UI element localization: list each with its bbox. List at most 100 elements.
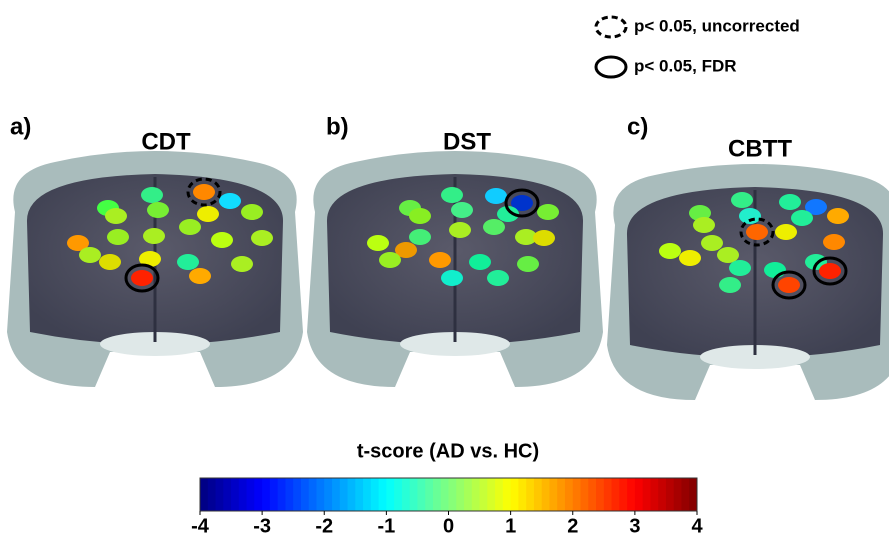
colorbar-cell	[604, 478, 612, 511]
colorbar-cell	[441, 478, 449, 511]
colorbar-cell	[619, 478, 627, 511]
channel	[487, 270, 509, 286]
channel	[197, 206, 219, 222]
colorbar-cell	[208, 478, 216, 511]
colorbar-cell	[666, 478, 674, 511]
colorbar-cell	[402, 478, 410, 511]
colorbar-cell	[340, 478, 348, 511]
colorbar-title: t-score (AD vs. HC)	[357, 440, 539, 462]
figure: p< 0.05, uncorrected p< 0.05, FDR a) CDT…	[0, 0, 889, 541]
tick-label: -3	[253, 515, 271, 537]
panel-label: c)	[627, 113, 648, 140]
panel-title: CDT	[141, 128, 191, 155]
colorbar-cell	[557, 478, 565, 511]
channel	[719, 277, 741, 293]
channel	[764, 262, 786, 278]
channel	[189, 268, 211, 284]
colorbar-cell	[278, 478, 286, 511]
channel	[823, 234, 845, 250]
colorbar-cell	[588, 478, 596, 511]
channel	[701, 235, 723, 251]
colorbar-cell	[472, 478, 480, 511]
channel	[819, 263, 841, 279]
tick-label: 1	[505, 515, 516, 537]
panel-title: CBTT	[728, 135, 792, 162]
colorbar-cell	[650, 478, 658, 511]
colorbar-cell	[511, 478, 519, 511]
channel	[731, 192, 753, 208]
legend-solid-ring	[596, 57, 626, 77]
colorbar-cell	[231, 478, 239, 511]
colorbar-cell	[301, 478, 309, 511]
channel	[99, 254, 121, 270]
channel	[105, 208, 127, 224]
channel	[367, 235, 389, 251]
channel	[537, 204, 559, 220]
channel	[211, 232, 233, 248]
colorbar-cell	[487, 478, 495, 511]
colorbar-cell	[635, 478, 643, 511]
colorbar-cell	[324, 478, 332, 511]
colorbar-cell	[542, 478, 550, 511]
colorbar-cell	[480, 478, 488, 511]
colorbar-cell	[681, 478, 689, 511]
tick-label: 3	[629, 515, 640, 537]
channel	[483, 219, 505, 235]
channel	[141, 187, 163, 203]
colorbar-cell	[239, 478, 247, 511]
colorbar-cell	[386, 478, 394, 511]
legend-label: p< 0.05, uncorrected	[634, 16, 800, 35]
colorbar-cell	[394, 478, 402, 511]
colorbar-cell	[526, 478, 534, 511]
colorbar-cell	[371, 478, 379, 511]
colorbar-cell	[456, 478, 464, 511]
channel	[79, 247, 101, 263]
channel	[147, 202, 169, 218]
colorbar-cell	[355, 478, 363, 511]
colorbar-cell	[254, 478, 262, 511]
channel	[379, 252, 401, 268]
colorbar-cell	[285, 478, 293, 511]
channel	[409, 208, 431, 224]
colorbar-cell	[216, 478, 224, 511]
colorbar-cell	[689, 478, 697, 511]
channel	[177, 254, 199, 270]
channel	[827, 208, 849, 224]
tick-label: 4	[691, 515, 703, 537]
colorbar-cell	[379, 478, 387, 511]
colorbar-cell	[293, 478, 301, 511]
channel	[441, 187, 463, 203]
channel	[219, 193, 241, 209]
channel	[409, 229, 431, 245]
tick-label: -4	[191, 515, 210, 537]
channel	[775, 224, 797, 240]
colorbar-cell	[503, 478, 511, 511]
colorbar-cell	[518, 478, 526, 511]
channel	[729, 260, 751, 276]
channel	[251, 230, 273, 246]
channel	[717, 247, 739, 263]
colorbar-cell	[332, 478, 340, 511]
channel	[485, 188, 507, 204]
colorbar-cell	[348, 478, 356, 511]
colorbar-cell	[612, 478, 620, 511]
tick-label: 2	[567, 515, 578, 537]
channel	[746, 224, 768, 240]
colorbar-cell	[247, 478, 255, 511]
colorbar-cell	[674, 478, 682, 511]
channel	[679, 250, 701, 266]
colorbar-cell	[565, 478, 573, 511]
channel	[441, 270, 463, 286]
channel	[791, 210, 813, 226]
colorbar-cell	[417, 478, 425, 511]
colorbar: -4-3-2-101234	[191, 478, 703, 537]
channel	[241, 204, 263, 220]
tick-label: 0	[443, 515, 454, 537]
legend-label: p< 0.05, FDR	[634, 56, 737, 75]
colorbar-cell	[262, 478, 270, 511]
channel	[451, 202, 473, 218]
channel	[131, 270, 153, 286]
channel	[469, 254, 491, 270]
colorbar-cell	[309, 478, 317, 511]
colorbar-cell	[643, 478, 651, 511]
